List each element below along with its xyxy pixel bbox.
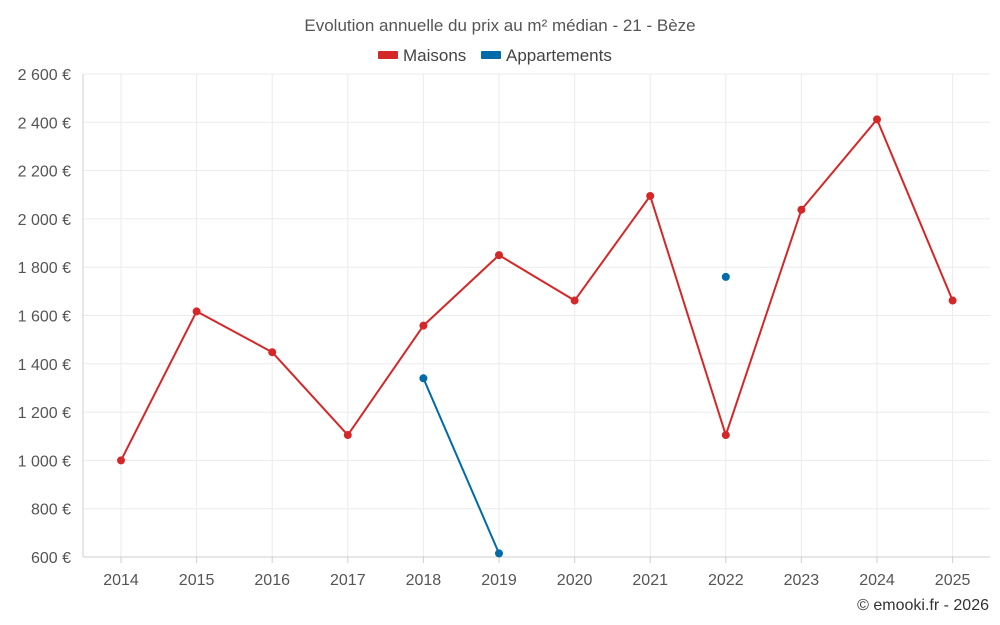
data-point-maisons[interactable]: [343, 431, 352, 440]
chart-title: Evolution annuelle du prix au m² médian …: [304, 16, 695, 35]
data-point-maisons[interactable]: [419, 321, 428, 330]
y-tick-label: 2 400 €: [18, 115, 71, 132]
legend-swatch-appartements: [481, 51, 501, 59]
series: [117, 115, 957, 558]
x-tick-label: 2020: [557, 572, 593, 589]
data-point-maisons[interactable]: [721, 431, 730, 440]
data-point-appartements[interactable]: [419, 374, 428, 383]
x-tick-label: 2021: [632, 572, 668, 589]
x-tick-label: 2019: [481, 572, 517, 589]
y-tick-label: 2 200 €: [18, 164, 71, 181]
x-tick-label: 2018: [406, 572, 442, 589]
series-line-maisons: [120, 118, 954, 461]
data-point-maisons[interactable]: [570, 296, 579, 305]
y-tick-label: 1 000 €: [18, 453, 71, 470]
data-point-appartements[interactable]: [495, 549, 503, 558]
x-tick-label: 2024: [859, 572, 895, 589]
data-point-maisons[interactable]: [646, 191, 655, 200]
series-maisons: [117, 115, 957, 465]
grid: [83, 73, 990, 558]
y-tick-label: 1 800 €: [18, 260, 71, 277]
x-tick-label: 2014: [103, 572, 139, 589]
y-tick-label: 2 000 €: [18, 212, 71, 229]
y-tick-label: 600 €: [31, 550, 71, 567]
x-tick-label: 2025: [935, 572, 971, 589]
data-point-maisons[interactable]: [948, 296, 957, 305]
data-point-maisons[interactable]: [192, 307, 201, 316]
data-point-appartements[interactable]: [721, 272, 730, 281]
y-tick-label: 1 400 €: [18, 357, 71, 374]
x-tick-label: 2016: [254, 572, 290, 589]
credit-text: © emooki.fr - 2026: [857, 597, 989, 614]
data-point-maisons[interactable]: [268, 348, 277, 357]
y-tick-label: 2 600 €: [18, 67, 71, 84]
y-tick-label: 1 600 €: [18, 309, 71, 326]
x-tick-label: 2023: [784, 572, 820, 589]
x-tick-label: 2017: [330, 572, 366, 589]
legend-label-appartements: Appartements: [506, 46, 612, 65]
series-appartements: [419, 272, 730, 558]
legend-item-maisons[interactable]: Maisons: [378, 46, 466, 65]
legend-swatch-maisons: [378, 51, 398, 59]
data-point-maisons[interactable]: [117, 456, 125, 465]
y-tick-label: 1 200 €: [18, 405, 71, 422]
y-tick-label: 800 €: [31, 502, 71, 519]
data-point-maisons[interactable]: [495, 251, 503, 260]
axes: 600 € 800 € 1 000 € 1 200 € 1 400 € 1 600 € 1 …: [18, 67, 990, 589]
x-tick-label: 2022: [708, 572, 744, 589]
legend: Maisons Appartements: [378, 46, 612, 65]
legend-label-maisons: Maisons: [403, 46, 466, 65]
data-point-maisons[interactable]: [797, 205, 806, 214]
x-tick-label: 2015: [179, 572, 215, 589]
data-point-maisons[interactable]: [873, 115, 881, 124]
legend-item-appartements[interactable]: Appartements: [481, 46, 612, 65]
series-line-appartements: [422, 377, 500, 554]
